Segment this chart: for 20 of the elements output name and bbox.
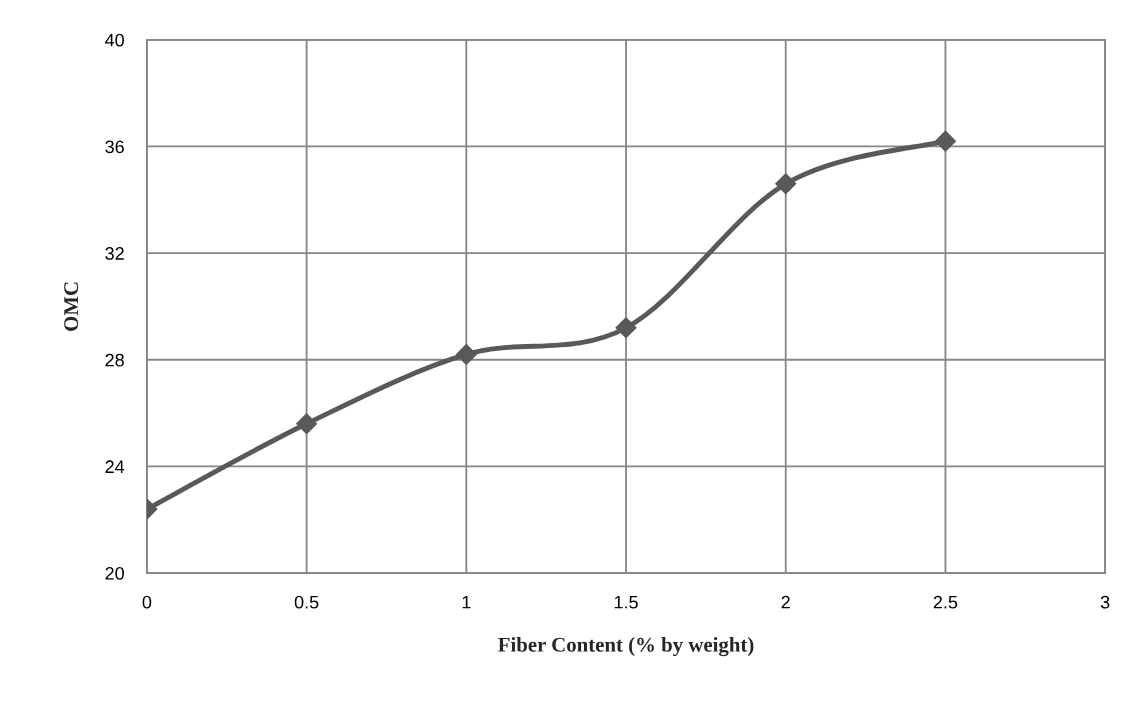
y-tick-label: 40 — [105, 33, 124, 47]
x-tick-label: 1.5 — [614, 595, 638, 609]
y-tick-label: 24 — [105, 460, 125, 473]
x-tick-label: 2.5 — [933, 595, 958, 609]
y-tick-label: 36 — [105, 140, 124, 154]
y-tick-label: 28 — [105, 353, 124, 367]
x-axis-title: Fiber Content (% by weight) — [498, 637, 754, 657]
point — [296, 413, 318, 435]
x-tick-label: 3 — [1100, 595, 1110, 609]
y-tick-label: 20 — [105, 567, 124, 580]
point — [775, 173, 797, 195]
x-tick-label: 2 — [781, 595, 790, 609]
point — [934, 130, 956, 152]
x-tick-label: 0.5 — [294, 595, 319, 609]
point — [455, 343, 477, 365]
x-tick-label: 1 — [462, 595, 471, 609]
y-tick-label: 32 — [105, 247, 124, 260]
point — [615, 317, 637, 339]
y-axis-title: OMC — [64, 282, 79, 331]
x-tick-label: 0 — [142, 595, 152, 609]
